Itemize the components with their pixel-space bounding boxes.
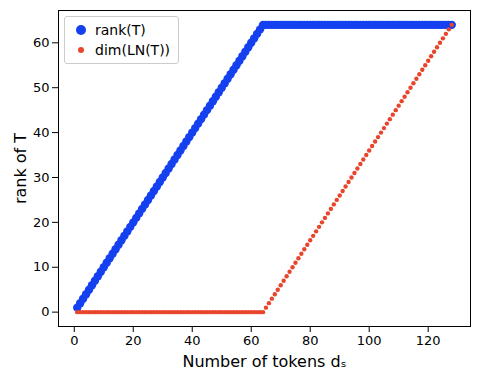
svg-text:60: 60: [243, 333, 260, 348]
html-text:dim(LN(T)): dim(LN(T)): [95, 42, 171, 58]
svg-text:10: 10: [33, 259, 50, 274]
svg-text:120: 120: [416, 333, 441, 348]
svg-text:0: 0: [41, 304, 49, 319]
svg-text:20: 20: [125, 333, 142, 348]
svg-text:20: 20: [33, 215, 50, 230]
svg-text:60: 60: [33, 35, 50, 50]
svg-text:30: 30: [33, 170, 50, 185]
svg-text:rank of T: rank of T: [11, 133, 30, 204]
svg-text:40: 40: [33, 125, 50, 140]
svg-text:0: 0: [70, 333, 78, 348]
svg-text:50: 50: [33, 80, 50, 95]
html-text:rank(T): rank(T): [95, 22, 146, 38]
svg-text:80: 80: [302, 333, 319, 348]
svg-text:Number of tokens dₛ: Number of tokens dₛ: [182, 352, 346, 371]
svg-text:100: 100: [357, 333, 382, 348]
svg-text:40: 40: [184, 333, 201, 348]
